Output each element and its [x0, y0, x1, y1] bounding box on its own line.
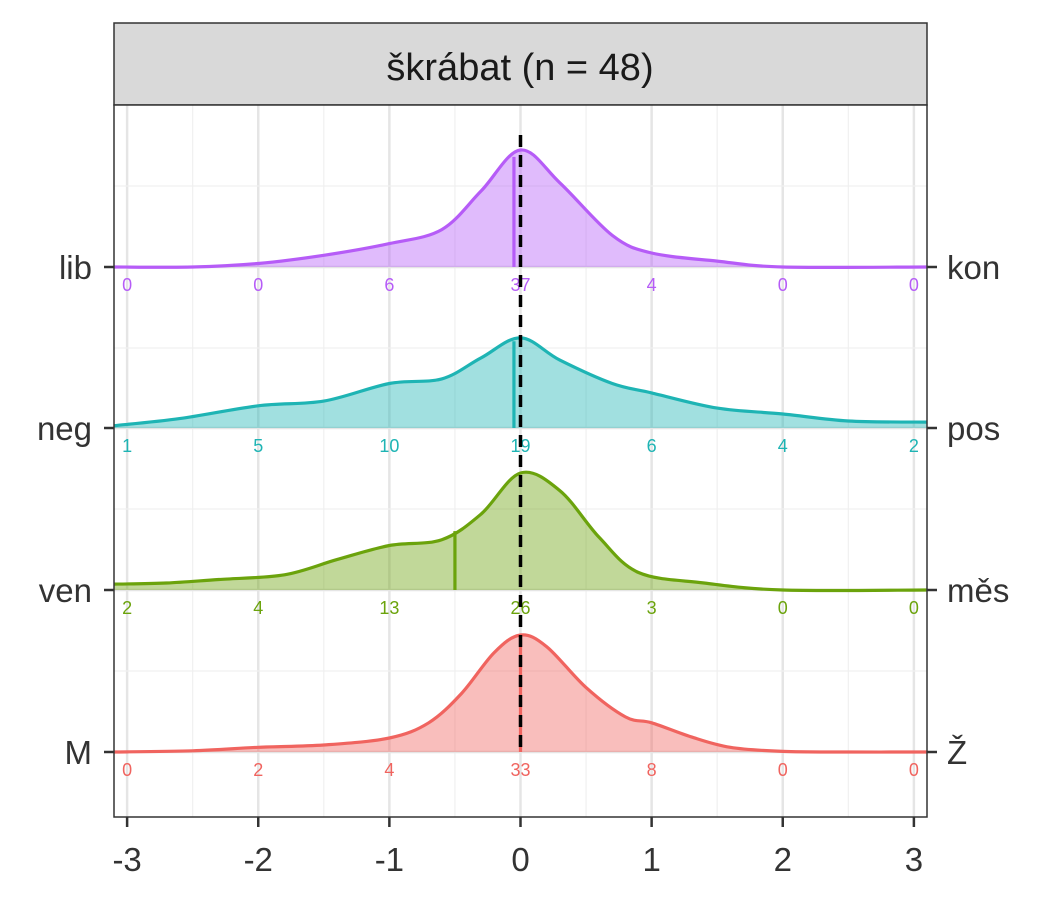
right-category-label: Ž — [947, 734, 967, 771]
left-category-label: M — [65, 734, 93, 771]
strip-background — [113, 22, 928, 106]
count-label: 0 — [778, 760, 788, 780]
count-label: 26 — [510, 598, 530, 618]
left-category-label: ven — [39, 572, 92, 609]
count-label: 3 — [647, 598, 657, 618]
x-tick-label: 1 — [642, 841, 660, 878]
density-line — [113, 470, 928, 593]
count-label: 0 — [778, 598, 788, 618]
ridge-group — [113, 148, 928, 270]
x-tick-label: -1 — [375, 841, 404, 878]
ridge-group — [113, 470, 928, 593]
ridge-group — [113, 633, 928, 754]
strip-title: škrábat (n = 48) — [386, 47, 653, 89]
count-label: 0 — [909, 760, 919, 780]
count-label: 5 — [253, 436, 263, 456]
x-tick-label: 2 — [774, 841, 792, 878]
count-label: 6 — [384, 275, 394, 295]
left-category-label: lib — [59, 249, 92, 286]
count-label: 0 — [778, 275, 788, 295]
right-category-label: měs — [947, 572, 1009, 609]
left-category-label: neg — [37, 410, 92, 447]
count-label: 2 — [909, 436, 919, 456]
count-label: 33 — [510, 760, 530, 780]
density-area — [114, 149, 927, 268]
count-label: 0 — [909, 275, 919, 295]
count-label: 8 — [647, 760, 657, 780]
count-label: 0 — [122, 760, 132, 780]
count-label: 6 — [647, 436, 657, 456]
right-category-label: pos — [947, 410, 1000, 447]
density-line — [113, 148, 928, 270]
right-category-label: kon — [947, 249, 1000, 286]
x-tick-label: 3 — [905, 841, 923, 878]
count-label: 2 — [122, 598, 132, 618]
count-label: 4 — [253, 598, 263, 618]
x-tick-label: -3 — [112, 841, 141, 878]
density-line — [113, 633, 928, 754]
count-label: 4 — [778, 436, 788, 456]
count-label: 0 — [122, 275, 132, 295]
count-label: 1 — [122, 436, 132, 456]
counts-layer: 0063740015101964224132630002433800 — [122, 275, 919, 780]
x-tick-label: -2 — [244, 841, 273, 878]
count-label: 13 — [379, 598, 399, 618]
x-tick-label: 0 — [511, 841, 529, 878]
density-area — [114, 472, 927, 591]
count-label: 0 — [909, 598, 919, 618]
count-label: 0 — [253, 275, 263, 295]
count-label: 4 — [384, 760, 394, 780]
count-label: 10 — [379, 436, 399, 456]
count-label: 2 — [253, 760, 263, 780]
count-label: 4 — [647, 275, 657, 295]
